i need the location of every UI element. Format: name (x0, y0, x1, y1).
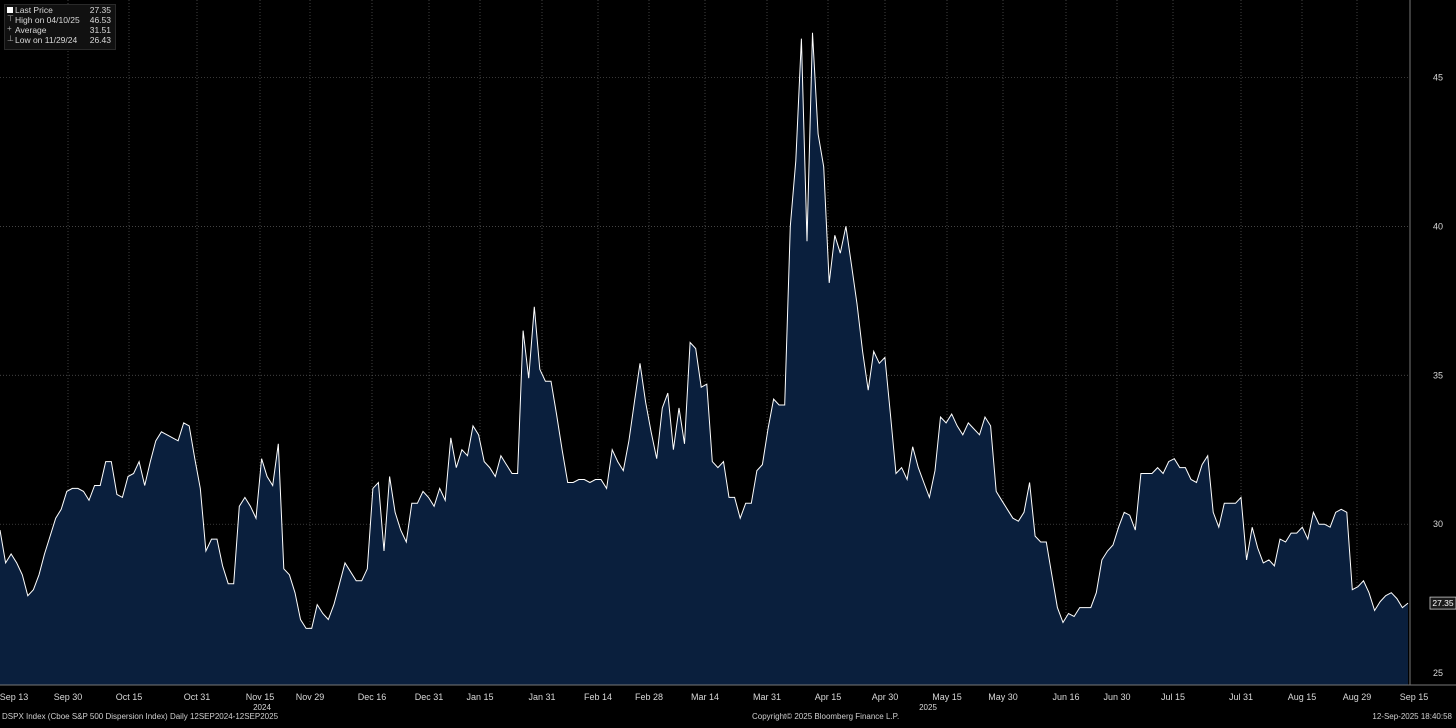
x-tick-label: Jan 31 (528, 692, 555, 702)
legend-label: Low on 11/29/24 (15, 35, 78, 45)
x-tick-label: Apr 15 (815, 692, 842, 702)
series-area (0, 32, 1408, 686)
footer-ticker-description: DSPX Index (Cboe S&P 500 Dispersion Inde… (2, 712, 279, 721)
legend-item-last-price: Last Price 27.35 (5, 5, 115, 15)
x-tick-label: Sep 30 (54, 692, 83, 702)
x-tick-label: Jun 16 (1052, 692, 1079, 702)
x-tick-label: Dec 31 (415, 692, 444, 702)
legend: Last Price 27.35 ⊤ High on 04/10/25 46.5… (4, 4, 116, 50)
last-value-tag (1429, 596, 1456, 610)
x-tick-label: Sep 13 (0, 692, 28, 702)
x-tick-label: Mar 31 (753, 692, 781, 702)
y-tick-label: 40 (1433, 221, 1443, 231)
x-tick-label: May 30 (988, 692, 1018, 702)
last-value-label: 27.35 (1432, 598, 1454, 608)
average-marker-icon: + (7, 24, 12, 33)
footer-timestamp: 12-Sep-2025 18:40:58 (1372, 712, 1452, 721)
year-label: 2024 (253, 703, 271, 712)
footer-copyright: Copyright© 2025 Bloomberg Finance L.P. (752, 712, 900, 721)
x-tick-label: Aug 29 (1343, 692, 1372, 702)
x-tick-label: Jul 31 (1229, 692, 1253, 702)
last-price-swatch-icon (7, 7, 13, 13)
x-tick-label: Oct 31 (184, 692, 211, 702)
x-tick-label: Jan 15 (466, 692, 493, 702)
x-tick-label: Feb 14 (584, 692, 612, 702)
x-tick-label: Nov 29 (296, 692, 325, 702)
legend-item-high: ⊤ High on 04/10/25 46.53 (5, 14, 115, 25)
legend-item-low: ⊥ Low on 11/29/24 26.43 (5, 34, 115, 45)
x-tick-label: Feb 28 (635, 692, 663, 702)
legend-value: 26.43 (89, 35, 111, 45)
x-tick-label: Dec 16 (358, 692, 387, 702)
x-tick-label: Aug 15 (1288, 692, 1317, 702)
series-line (0, 32, 1409, 629)
area-layer (0, 32, 1409, 686)
legend-label: Average (15, 25, 47, 35)
x-tick-label: Jun 30 (1103, 692, 1130, 702)
low-marker-icon: ⊥ (7, 34, 14, 43)
legend-label: Last Price (15, 5, 53, 15)
y-tick-label: 45 (1433, 72, 1443, 82)
x-tick-label: Mar 14 (691, 692, 719, 702)
x-tick-label: Apr 30 (872, 692, 899, 702)
x-tick-label: May 15 (932, 692, 962, 702)
x-tick-label: Sep 15 (1400, 692, 1429, 702)
axis-layer: 25 30 35 40 45 Sep 13 Sep 30 Oct 15 Oct 31 Nov 15… (0, 0, 1456, 712)
legend-value: 46.53 (89, 15, 111, 25)
x-tick-label: Nov 15 (246, 692, 275, 702)
legend-item-average: + Average 31.51 (5, 24, 115, 35)
x-tick-label: Oct 15 (116, 692, 143, 702)
x-tick-label: Jul 15 (1161, 692, 1185, 702)
legend-value: 31.51 (89, 25, 111, 35)
y-tick-label: 30 (1433, 519, 1443, 529)
high-marker-icon: ⊤ (7, 14, 14, 23)
y-tick-label: 25 (1433, 668, 1443, 678)
legend-label: High on 04/10/25 (15, 15, 80, 25)
year-label: 2025 (919, 703, 937, 712)
legend-value: 27.35 (89, 5, 111, 15)
y-tick-label: 35 (1433, 370, 1443, 380)
